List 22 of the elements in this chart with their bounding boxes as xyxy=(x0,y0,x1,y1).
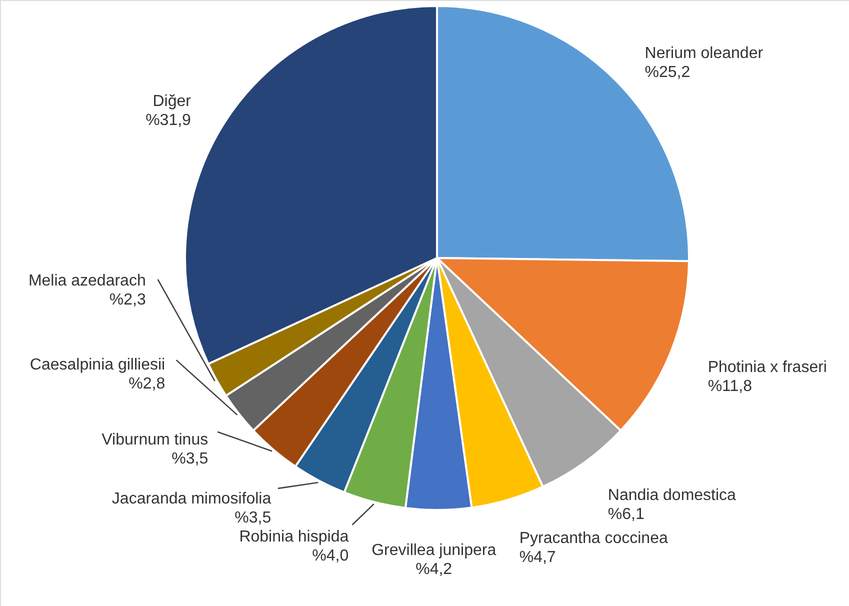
slice-label: Viburnum tinus xyxy=(102,431,208,448)
data-label: %4,7 xyxy=(519,549,556,566)
data-label: %2,8 xyxy=(128,375,166,392)
data-label: %31,9 xyxy=(146,112,192,129)
slice-label: Melia azedarach xyxy=(28,272,146,290)
data-label: %4,2 xyxy=(416,560,452,578)
data-label: %2,3 xyxy=(109,291,146,308)
slice-label: Nandia domestica xyxy=(608,486,736,504)
slice-label: Caesalpinia gilliesii xyxy=(30,356,166,374)
slice-label: Photinia x fraseri xyxy=(708,359,827,376)
data-label: %25,2 xyxy=(644,64,690,81)
data-label: %3,5 xyxy=(234,509,272,526)
slice-label: Pyracantha coccinea xyxy=(519,530,668,548)
data-label: %3,5 xyxy=(172,450,208,468)
slice-label: Grevillea junipera xyxy=(372,542,496,559)
data-label: %4,0 xyxy=(312,547,349,564)
data-label: %11,8 xyxy=(708,378,752,396)
slice-label: Nerium oleander xyxy=(644,44,764,62)
slice-label: Diğer xyxy=(152,92,192,110)
data-label: %6,1 xyxy=(608,506,644,523)
slice-label: Robinia hispida xyxy=(239,528,349,546)
slice-label: Jacaranda mimosifolia xyxy=(112,490,272,508)
